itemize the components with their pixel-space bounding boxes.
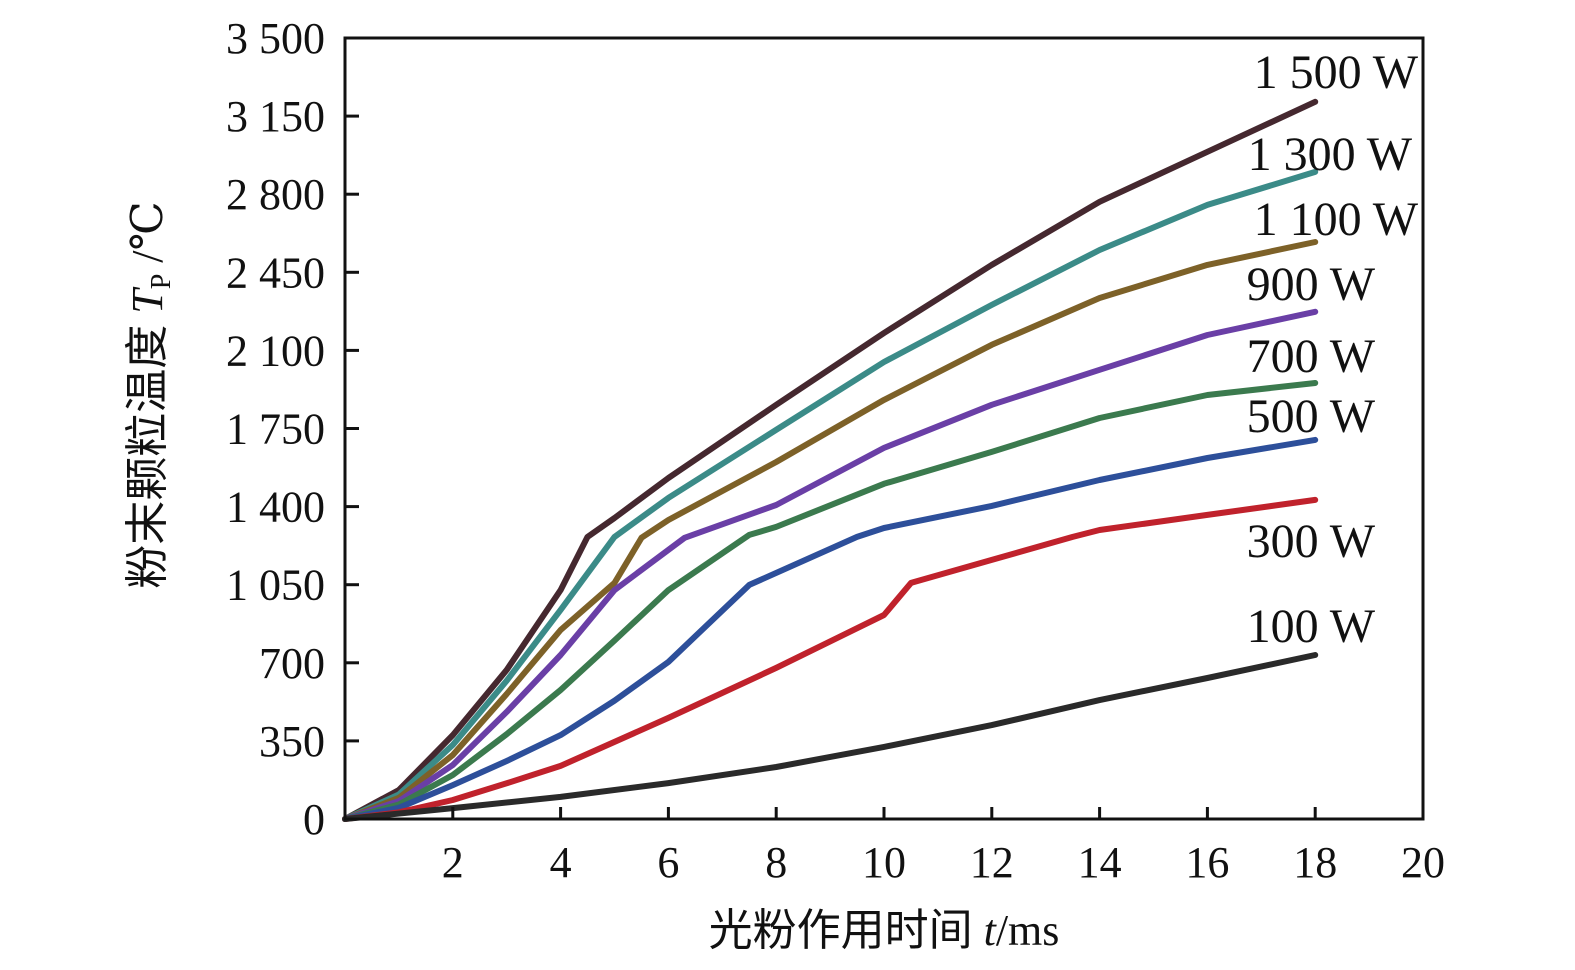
y-tick-label: 2 800 xyxy=(226,170,325,219)
series-label: 700 W xyxy=(1247,330,1376,383)
ticks-layer: 2 4 6 8 10 12 14 16 18 20 0 350 700 1 050 1 400 1 750 2 … xyxy=(226,14,1445,887)
series-label: 300 W xyxy=(1247,515,1376,568)
series-label: 1 300 W xyxy=(1248,128,1413,181)
series-label: 1 500 W xyxy=(1254,46,1419,99)
x-tick-label: 8 xyxy=(765,838,787,887)
x-tick-label: 16 xyxy=(1185,838,1229,887)
series-label: 100 W xyxy=(1247,600,1376,653)
series-label: 500 W xyxy=(1247,390,1376,443)
series-labels: 1 500 W 1 300 W 1 100 W 900 W 700 W 500 W 300 … xyxy=(1247,46,1419,653)
x-tick-label: 18 xyxy=(1293,838,1337,887)
x-tick-label: 10 xyxy=(862,838,906,887)
series-label: 900 W xyxy=(1247,258,1376,311)
series-line-500W xyxy=(342,436,1319,822)
series-line-900W xyxy=(342,308,1319,822)
y-tick-label: 1 400 xyxy=(226,483,325,532)
y-tick-label: 700 xyxy=(259,639,325,688)
x-tick-label: 12 xyxy=(970,838,1014,887)
series-label: 1 100 W xyxy=(1254,193,1419,246)
x-tick-label: 4 xyxy=(550,838,572,887)
series-layer xyxy=(342,98,1319,822)
y-tick-label: 3 500 xyxy=(226,14,325,63)
series-line-300W xyxy=(342,496,1319,822)
y-tick-label: 2 450 xyxy=(226,248,325,297)
x-tick-label: 20 xyxy=(1401,838,1445,887)
series-line-1300W xyxy=(342,168,1319,822)
x-tick-label: 2 xyxy=(442,838,464,887)
series-line-100W xyxy=(342,652,1319,822)
y-tick-label: 350 xyxy=(259,717,325,766)
x-axis-title: 光粉作用时间 t/ms xyxy=(709,906,1060,955)
series-line-700W xyxy=(342,380,1319,822)
x-tick-label: 6 xyxy=(657,838,679,887)
y-tick-label: 1 050 xyxy=(226,561,325,610)
y-tick-label: 2 100 xyxy=(226,326,325,375)
y-axis-title: 粉末颗粒温度 TP /℃ xyxy=(123,201,177,589)
y-tick-label: 3 150 xyxy=(226,92,325,141)
y-tick-label: 1 750 xyxy=(226,405,325,454)
y-tick-label: 0 xyxy=(303,795,325,844)
series-line-1100W xyxy=(342,239,1319,822)
series-line-1500W xyxy=(342,98,1319,822)
x-tick-label: 14 xyxy=(1078,838,1122,887)
